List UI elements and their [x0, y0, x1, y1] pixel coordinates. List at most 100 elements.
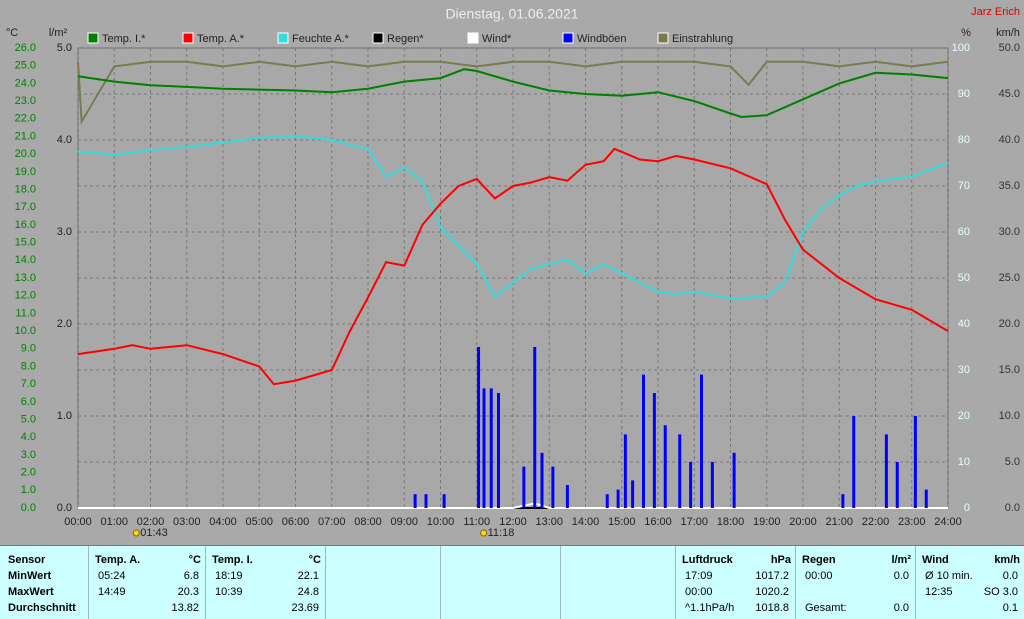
- gust-spike: [489, 388, 493, 508]
- y2-tick-label: 20: [958, 410, 970, 422]
- gust-spike: [442, 494, 446, 508]
- y3-tick-label: 1.0: [57, 410, 72, 422]
- gust-spike: [642, 374, 645, 508]
- stats-cell: 00:00: [685, 586, 713, 598]
- series-line: [77, 60, 949, 125]
- y2-tick-label: 70: [958, 180, 970, 192]
- legend-label: Temp. A.*: [197, 33, 245, 45]
- y2-tick-label: 100: [952, 42, 970, 54]
- y-tick-label: 4.0: [21, 431, 36, 443]
- x-tick-label: 24:00: [934, 516, 962, 528]
- y-tick-label: 22.0: [15, 113, 36, 125]
- y2-tick-label: 50: [958, 272, 970, 284]
- x-tick-label: 11:00: [463, 516, 490, 528]
- y-tick-label: 21.0: [15, 130, 36, 142]
- gust-spike: [424, 494, 428, 508]
- gust-spike: [913, 416, 917, 508]
- x-tick-label: 13:00: [535, 516, 563, 528]
- stats-panel: Sensor MinWert MaxWert Durchschnitt Temp. A.…: [0, 545, 1024, 619]
- y3-tick-label: 3.0: [57, 226, 72, 238]
- stats-row-label: Durchschnitt: [8, 602, 76, 614]
- legend-label: Temp. I.*: [102, 33, 146, 45]
- sun-label: 01:43: [140, 527, 168, 539]
- legend-swatch: [87, 32, 99, 44]
- y-tick-label: 24.0: [15, 77, 36, 89]
- gust-spike: [663, 425, 667, 508]
- gust-spike: [477, 347, 481, 508]
- stats-cell: 0.1: [1002, 602, 1018, 614]
- y3-tick-label: 2.0: [57, 318, 72, 330]
- x-tick-label: 19:00: [753, 516, 781, 528]
- x-tick-label: 15:00: [608, 516, 636, 528]
- stats-header: Sensor: [8, 554, 46, 566]
- y-tick-label: 0.0: [21, 502, 36, 514]
- gust-spike: [852, 416, 856, 508]
- stats-cell: SO 3.0: [983, 586, 1018, 598]
- y-tick-label: 16.0: [15, 219, 36, 231]
- y4-tick-label: 35.0: [999, 180, 1020, 192]
- y4-tick-label: 30.0: [999, 226, 1020, 238]
- gust-spike: [652, 393, 656, 508]
- y2-tick-label: 40: [958, 318, 970, 330]
- y-tick-label: 12.0: [15, 290, 36, 302]
- y2-tick-label: 0: [964, 502, 970, 514]
- gust-spike: [732, 452, 736, 508]
- x-tick-label: 21:00: [825, 516, 853, 528]
- y2-tick-label: 80: [958, 134, 970, 146]
- stats-cell: 0.0: [1002, 570, 1018, 582]
- stats-cell: 24.8: [297, 586, 319, 598]
- stats-divider: [560, 546, 561, 619]
- stats-cell: 22.1: [297, 570, 319, 582]
- gust-spike: [884, 434, 888, 508]
- stats-divider: [440, 546, 441, 619]
- x-tick-label: 23:00: [898, 516, 926, 528]
- stats-divider: [325, 546, 326, 619]
- x-tick-label: 00:00: [64, 516, 92, 528]
- gust-spike: [413, 494, 417, 508]
- legend-label: Regen*: [387, 33, 424, 45]
- legend-swatch: [372, 32, 384, 44]
- x-tick-label: 05:00: [245, 516, 273, 528]
- stats-cell: 23.69: [291, 602, 319, 614]
- x-tick-label: 12:00: [499, 516, 527, 528]
- gust-spike: [565, 485, 569, 508]
- y3-tick-label: 4.0: [57, 134, 72, 146]
- sun-label: 11:18: [488, 527, 515, 539]
- y4-tick-label: 5.0: [1005, 456, 1020, 468]
- y4-tick-label: 40.0: [999, 134, 1020, 146]
- x-tick-label: 09:00: [390, 516, 418, 528]
- y2-unit: %: [961, 27, 971, 39]
- stats-cell: 12:35: [925, 586, 953, 598]
- stats-cell: 05:24: [98, 570, 126, 582]
- y-tick-label: 19.0: [15, 166, 36, 178]
- y4-tick-label: 20.0: [999, 318, 1020, 330]
- stats-cell: ^1.1hPa/h: [685, 602, 735, 614]
- stats-unit: °C: [308, 554, 321, 566]
- stats-cell: 18:19: [215, 570, 243, 582]
- y-tick-label: 25.0: [15, 60, 36, 72]
- stats-unit: l/m²: [891, 554, 911, 566]
- gust-spike: [895, 462, 899, 508]
- gust-spike: [482, 388, 486, 508]
- gust-spike: [631, 480, 635, 508]
- x-tick-label: 07:00: [318, 516, 346, 528]
- stats-cell: Ø 10 min.: [925, 570, 973, 582]
- stats-divider: [675, 546, 676, 619]
- y-tick-label: 5.0: [21, 413, 36, 425]
- sun-marker: [132, 529, 140, 537]
- gust-spike: [605, 494, 609, 508]
- y-tick-label: 7.0: [21, 378, 36, 390]
- chart: Dienstag, 01.06.2021 Jarz Erich °C l/m² …: [6, 6, 1020, 539]
- stats-header: Temp. A.: [95, 554, 141, 566]
- y-tick-label: 17.0: [15, 201, 36, 213]
- x-tick-label: 20:00: [789, 516, 817, 528]
- x-tick-label: 08:00: [354, 516, 382, 528]
- gust-spike: [678, 434, 682, 508]
- y-tick-label: 11.0: [15, 307, 36, 319]
- y-tick-label: 8.0: [21, 360, 36, 372]
- stats-unit: km/h: [994, 554, 1020, 566]
- y4-tick-label: 15.0: [999, 364, 1020, 376]
- legend-swatch: [467, 32, 479, 44]
- y-tick-label: 26.0: [15, 42, 36, 54]
- x-tick-label: 17:00: [680, 516, 708, 528]
